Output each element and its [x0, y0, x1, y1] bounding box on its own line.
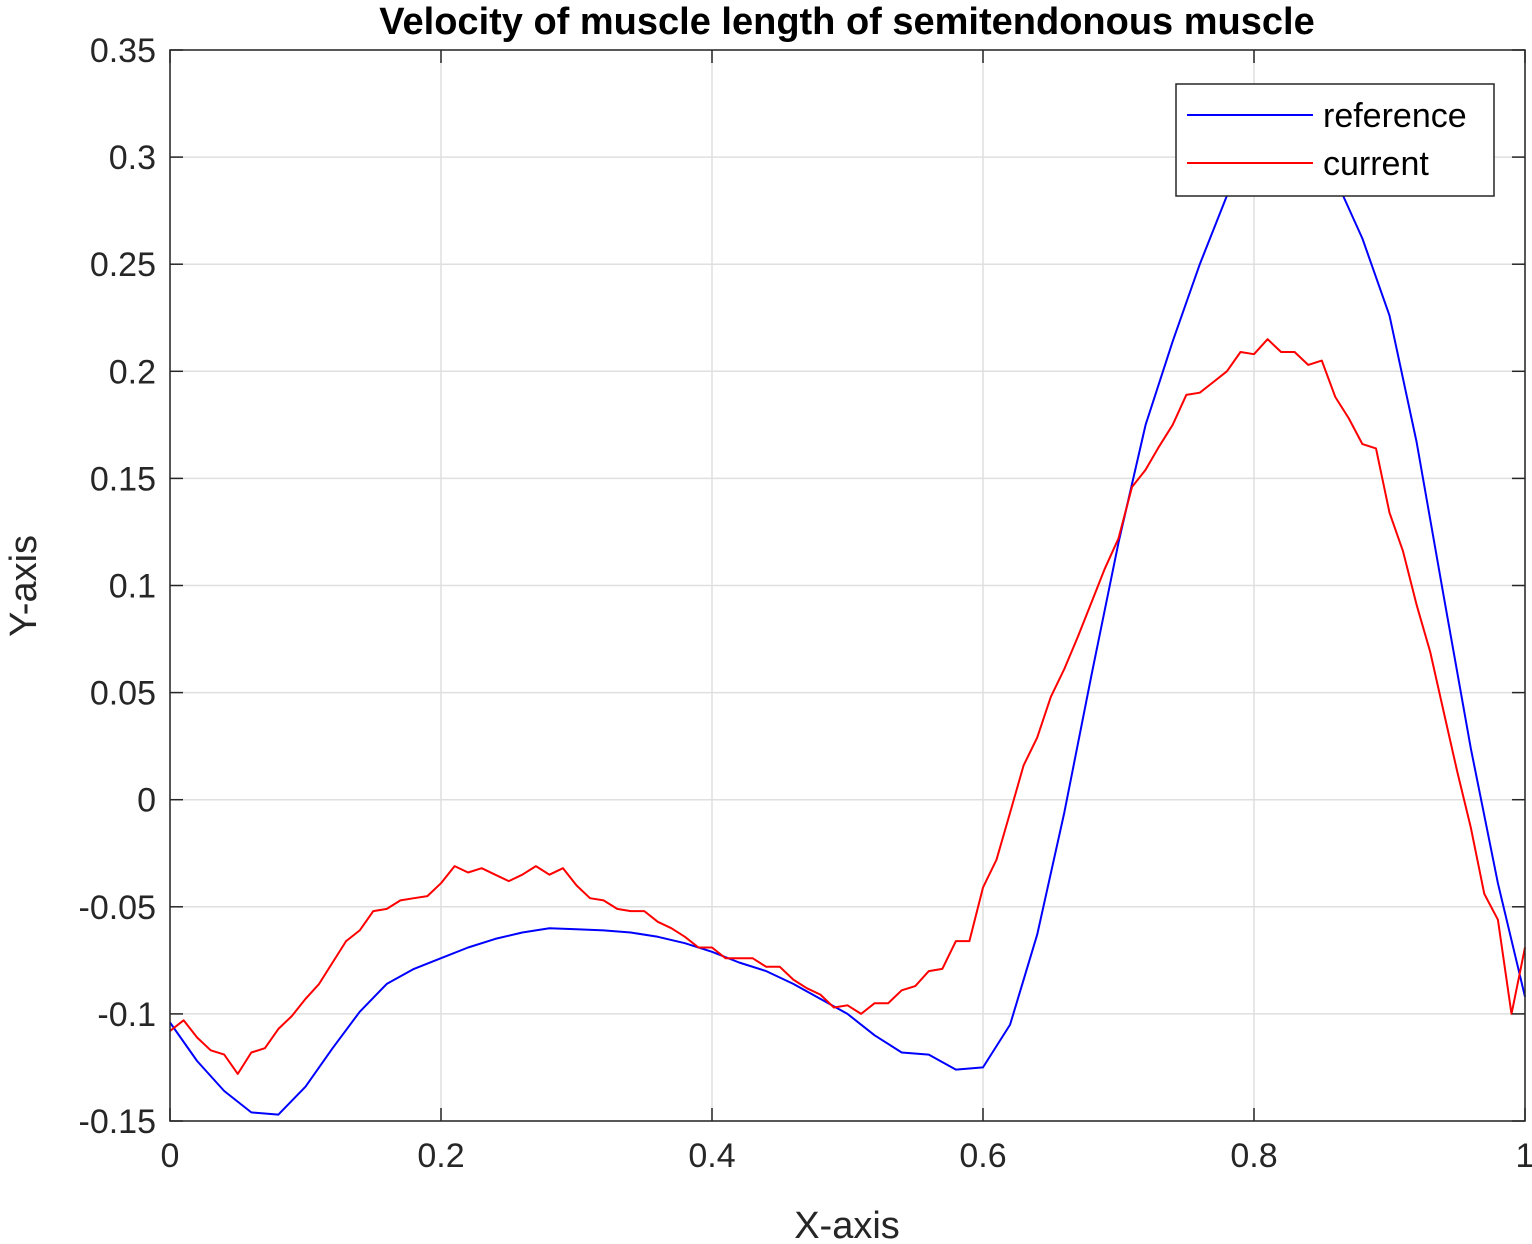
x-tick-label: 0.2 — [417, 1137, 464, 1175]
grid — [169, 49, 1526, 1122]
y-tick-label: 0.05 — [90, 675, 156, 713]
y-tick-label: 0.2 — [109, 353, 156, 391]
y-tick-label: 0.15 — [90, 460, 156, 498]
y-axis-label: Y-axis — [3, 535, 45, 637]
y-tick-label: 0.1 — [109, 568, 156, 606]
y-tick-label: 0.3 — [109, 139, 156, 177]
legend-label-current: current — [1323, 145, 1429, 183]
legend-box — [1175, 83, 1495, 197]
x-tick-label: 0.6 — [959, 1137, 1006, 1175]
x-axis-label: X-axis — [794, 1205, 900, 1244]
y-tick-label: -0.05 — [79, 889, 157, 927]
axis-ticks: 0 0.2 0.4 0.6 0.8 1 -0.15 -0.1 -0.05 0 0.05 0.1 0.15… — [79, 32, 1532, 1175]
x-tick-label: 0.4 — [688, 1137, 735, 1175]
legend-label-reference: reference — [1323, 97, 1467, 135]
x-tick-label: 0.8 — [1230, 1137, 1277, 1175]
y-tick-label: 0.25 — [90, 246, 156, 284]
y-tick-label: -0.15 — [79, 1103, 157, 1141]
y-tick-label: 0.35 — [90, 32, 156, 70]
x-tick-label: 1 — [1516, 1137, 1532, 1175]
legend: reference current — [1175, 83, 1495, 197]
y-tick-label: -0.1 — [97, 996, 156, 1034]
x-tick-label: 0 — [161, 1137, 180, 1175]
chart-title: Velocity of muscle length of semitendono… — [379, 1, 1314, 43]
series-line-current — [169, 338, 1526, 1075]
y-tick-label: 0 — [137, 782, 156, 820]
